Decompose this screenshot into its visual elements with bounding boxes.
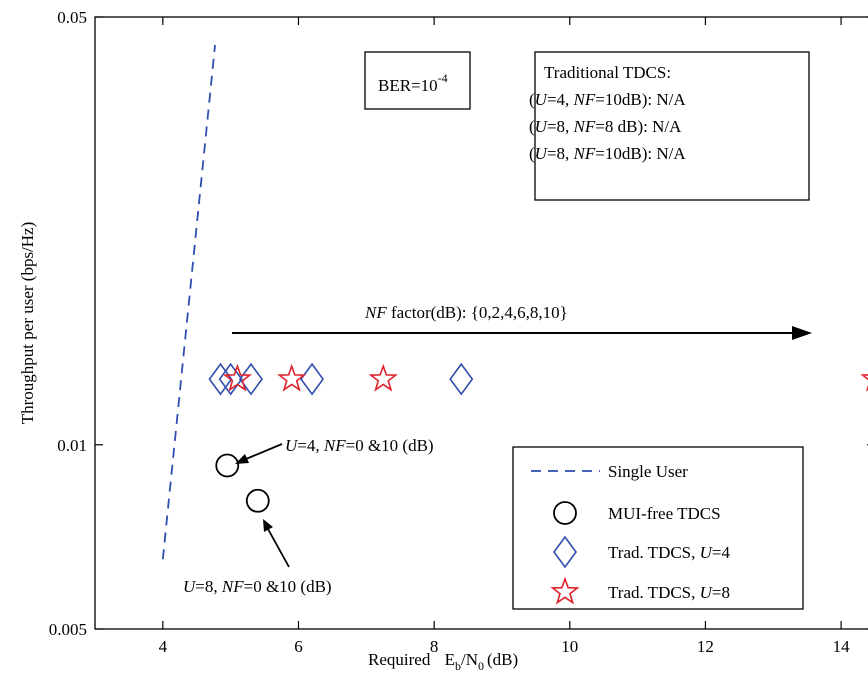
svg-text:NF factor(dB): {0,2,4,6,8,10}: NF factor(dB): {0,2,4,6,8,10} <box>364 303 568 322</box>
plot-area-frame <box>94 16 868 630</box>
legend: Single User MUI-free TDCS Trad. TDCS, U=4 T… <box>512 446 804 610</box>
x-tick-label: 8 <box>430 637 439 656</box>
data-point-star <box>277 363 307 392</box>
data-point-diamond <box>208 362 233 396</box>
legend-swatch-diamond <box>553 535 577 569</box>
legend-entry: Trad. TDCS, U=4 <box>553 535 731 569</box>
data-point-diamond <box>300 362 325 396</box>
data-point-star <box>368 363 398 392</box>
legend-label: MUI-free TDCS <box>608 504 721 523</box>
y-tick-label: 0.05 <box>57 8 87 27</box>
traditional-tdcs-box: Traditional TDCS: (U=4, NF=10dB): N/A (U… <box>529 51 810 201</box>
legend-entry: Single User <box>531 462 688 481</box>
legend-entry: MUI-free TDCS <box>553 501 721 525</box>
x-axis-ticks: 4 6 8 10 12 14 <box>159 17 851 656</box>
data-point-circle <box>245 488 270 513</box>
data-point-diamond <box>239 362 263 396</box>
legend-frame <box>512 446 804 610</box>
x-tick-label: 4 <box>159 637 168 656</box>
single-user-line <box>161 44 216 560</box>
legend-label: Trad. TDCS, U=4 <box>608 543 731 562</box>
svg-text:BER=10-4: BER=10-4 <box>378 71 448 95</box>
legend-swatch-circle <box>553 501 577 525</box>
legend-swatch-star <box>550 576 580 605</box>
x-tick-label: 12 <box>697 637 714 656</box>
x-tick-label: 10 <box>561 637 578 656</box>
trad-box-line-3: (U=8, NF=10dB): N/A <box>529 144 686 163</box>
trad-box-title: Traditional TDCS: <box>544 63 671 82</box>
svg-text:U=4, NF=0 &10 (dB): U=4, NF=0 &10 (dB) <box>285 436 434 455</box>
svg-text:U=8, NF=0 &10 (dB): U=8, NF=0 &10 (dB) <box>183 577 332 596</box>
x-axis-label: Required Eb/N0 (dB) <box>368 650 518 673</box>
y-tick-label: 0.01 <box>57 436 87 455</box>
y-tick-label: 0.005 <box>49 620 87 639</box>
nf-factor-arrowhead <box>792 326 812 340</box>
ber-annotation-box: BER=10-4 <box>364 51 471 110</box>
y-axis-label: Throughput per user (bps/Hz) <box>18 222 37 425</box>
nf-factor-annotation: NF factor(dB): {0,2,4,6,8,10} <box>232 303 812 340</box>
u8-arrow-line <box>267 528 290 568</box>
legend-label: Trad. TDCS, U=8 <box>608 583 730 602</box>
u4-arrowhead <box>235 454 249 464</box>
data-point-circle <box>215 453 240 478</box>
trad-box-line-2: (U=8, NF=8 dB): N/A <box>529 117 682 136</box>
y-axis-ticks: 0.005 0.01 0.05 <box>49 8 868 639</box>
data-point-star <box>860 374 868 392</box>
data-marks <box>161 44 868 560</box>
u4-annotation: U=4, NF=0 &10 (dB) <box>235 436 434 464</box>
data-point-diamond <box>218 362 243 396</box>
legend-label: Single User <box>608 462 688 481</box>
legend-entry: Trad. TDCS, U=8 <box>550 576 730 605</box>
data-point-diamond <box>449 362 474 396</box>
x-tick-label: 6 <box>294 637 303 656</box>
u8-arrowhead <box>263 519 273 532</box>
trad-box-line-1: (U=4, NF=10dB): N/A <box>529 90 686 109</box>
x-tick-label: 14 <box>833 637 851 656</box>
u8-annotation: U=8, NF=0 &10 (dB) <box>183 519 332 596</box>
u4-arrow-line <box>245 443 283 460</box>
data-point-star <box>222 363 253 392</box>
